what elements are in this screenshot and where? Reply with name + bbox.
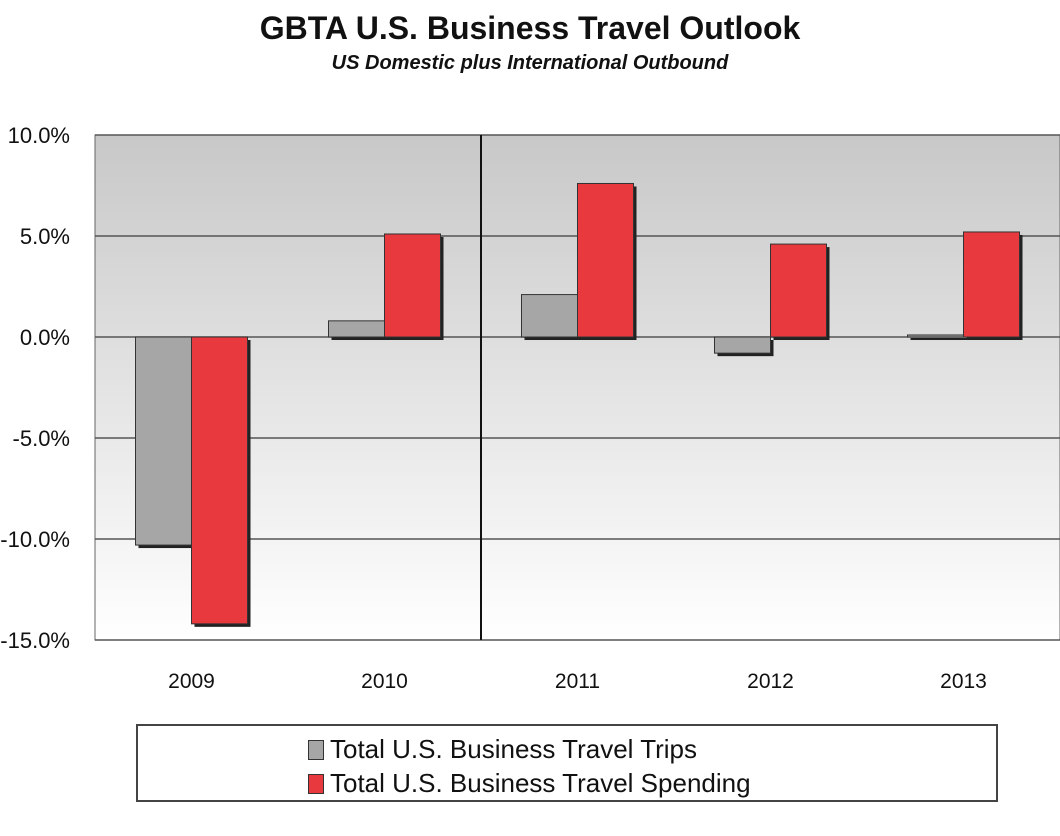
- x-category-label: 2012: [747, 670, 794, 693]
- legend-label-trips: Total U.S. Business Travel Trips: [330, 734, 698, 764]
- bar-trips-2011: [521, 294, 578, 338]
- bar-chart: 10.0% 5.0% 0.0% -5.0% -10.0% -15.0% 2009 2010 2…: [0, 123, 1060, 693]
- chart-title: GBTA U.S. Business Travel Outlook: [259, 10, 801, 46]
- x-category-label: 2009: [168, 670, 215, 693]
- legend: Total U.S. Business Travel Trips Total U…: [136, 724, 998, 802]
- y-tick-label: -5.0%: [13, 426, 70, 451]
- bar-trips-2013-shadow: [910, 337, 967, 340]
- bar-spending-2010: [384, 233, 441, 338]
- bar-spending-2012: [770, 243, 827, 338]
- bar-trips-2009: [135, 336, 192, 546]
- x-category-label: 2013: [940, 670, 987, 693]
- x-category-label: 2011: [555, 670, 600, 693]
- bar-trips-2012: [714, 336, 771, 354]
- legend-item-trips: Total U.S. Business Travel Trips: [308, 734, 697, 765]
- bar-spending-2011: [577, 182, 634, 338]
- legend-label-spending: Total U.S. Business Travel Spending: [330, 768, 751, 798]
- y-tick-label: 0.0%: [20, 325, 70, 350]
- bar-trips-2013: [907, 334, 964, 338]
- chart-subtitle: US Domestic plus International Outbound: [331, 52, 729, 74]
- x-category-label: 2010: [361, 670, 408, 693]
- y-tick-label: 10.0%: [8, 123, 70, 148]
- bar-spending-2013: [963, 231, 1020, 338]
- y-tick-label: -10.0%: [0, 527, 70, 552]
- y-tick-label: -15.0%: [0, 628, 70, 653]
- bar-trips-2010: [328, 320, 385, 338]
- legend-item-spending: Total U.S. Business Travel Spending: [308, 768, 751, 799]
- bar-spending-2009: [191, 336, 248, 625]
- legend-swatch-trips: [308, 739, 324, 760]
- legend-swatch-spending: [308, 773, 324, 794]
- y-tick-label: 5.0%: [20, 224, 70, 249]
